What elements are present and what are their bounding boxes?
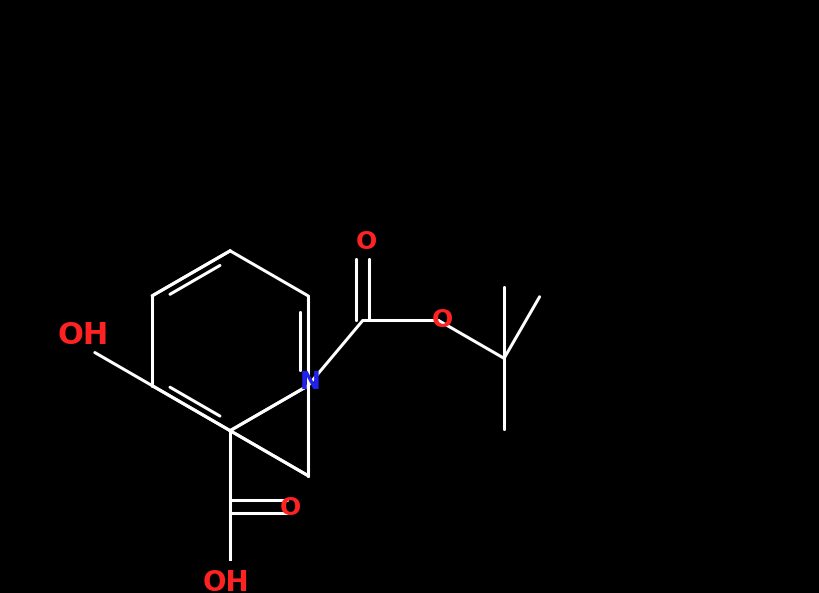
Text: OH: OH xyxy=(203,569,250,593)
Text: O: O xyxy=(356,230,378,254)
Text: N: N xyxy=(300,370,320,394)
Text: OH: OH xyxy=(58,321,109,350)
Text: O: O xyxy=(280,496,301,520)
Text: O: O xyxy=(432,308,453,333)
